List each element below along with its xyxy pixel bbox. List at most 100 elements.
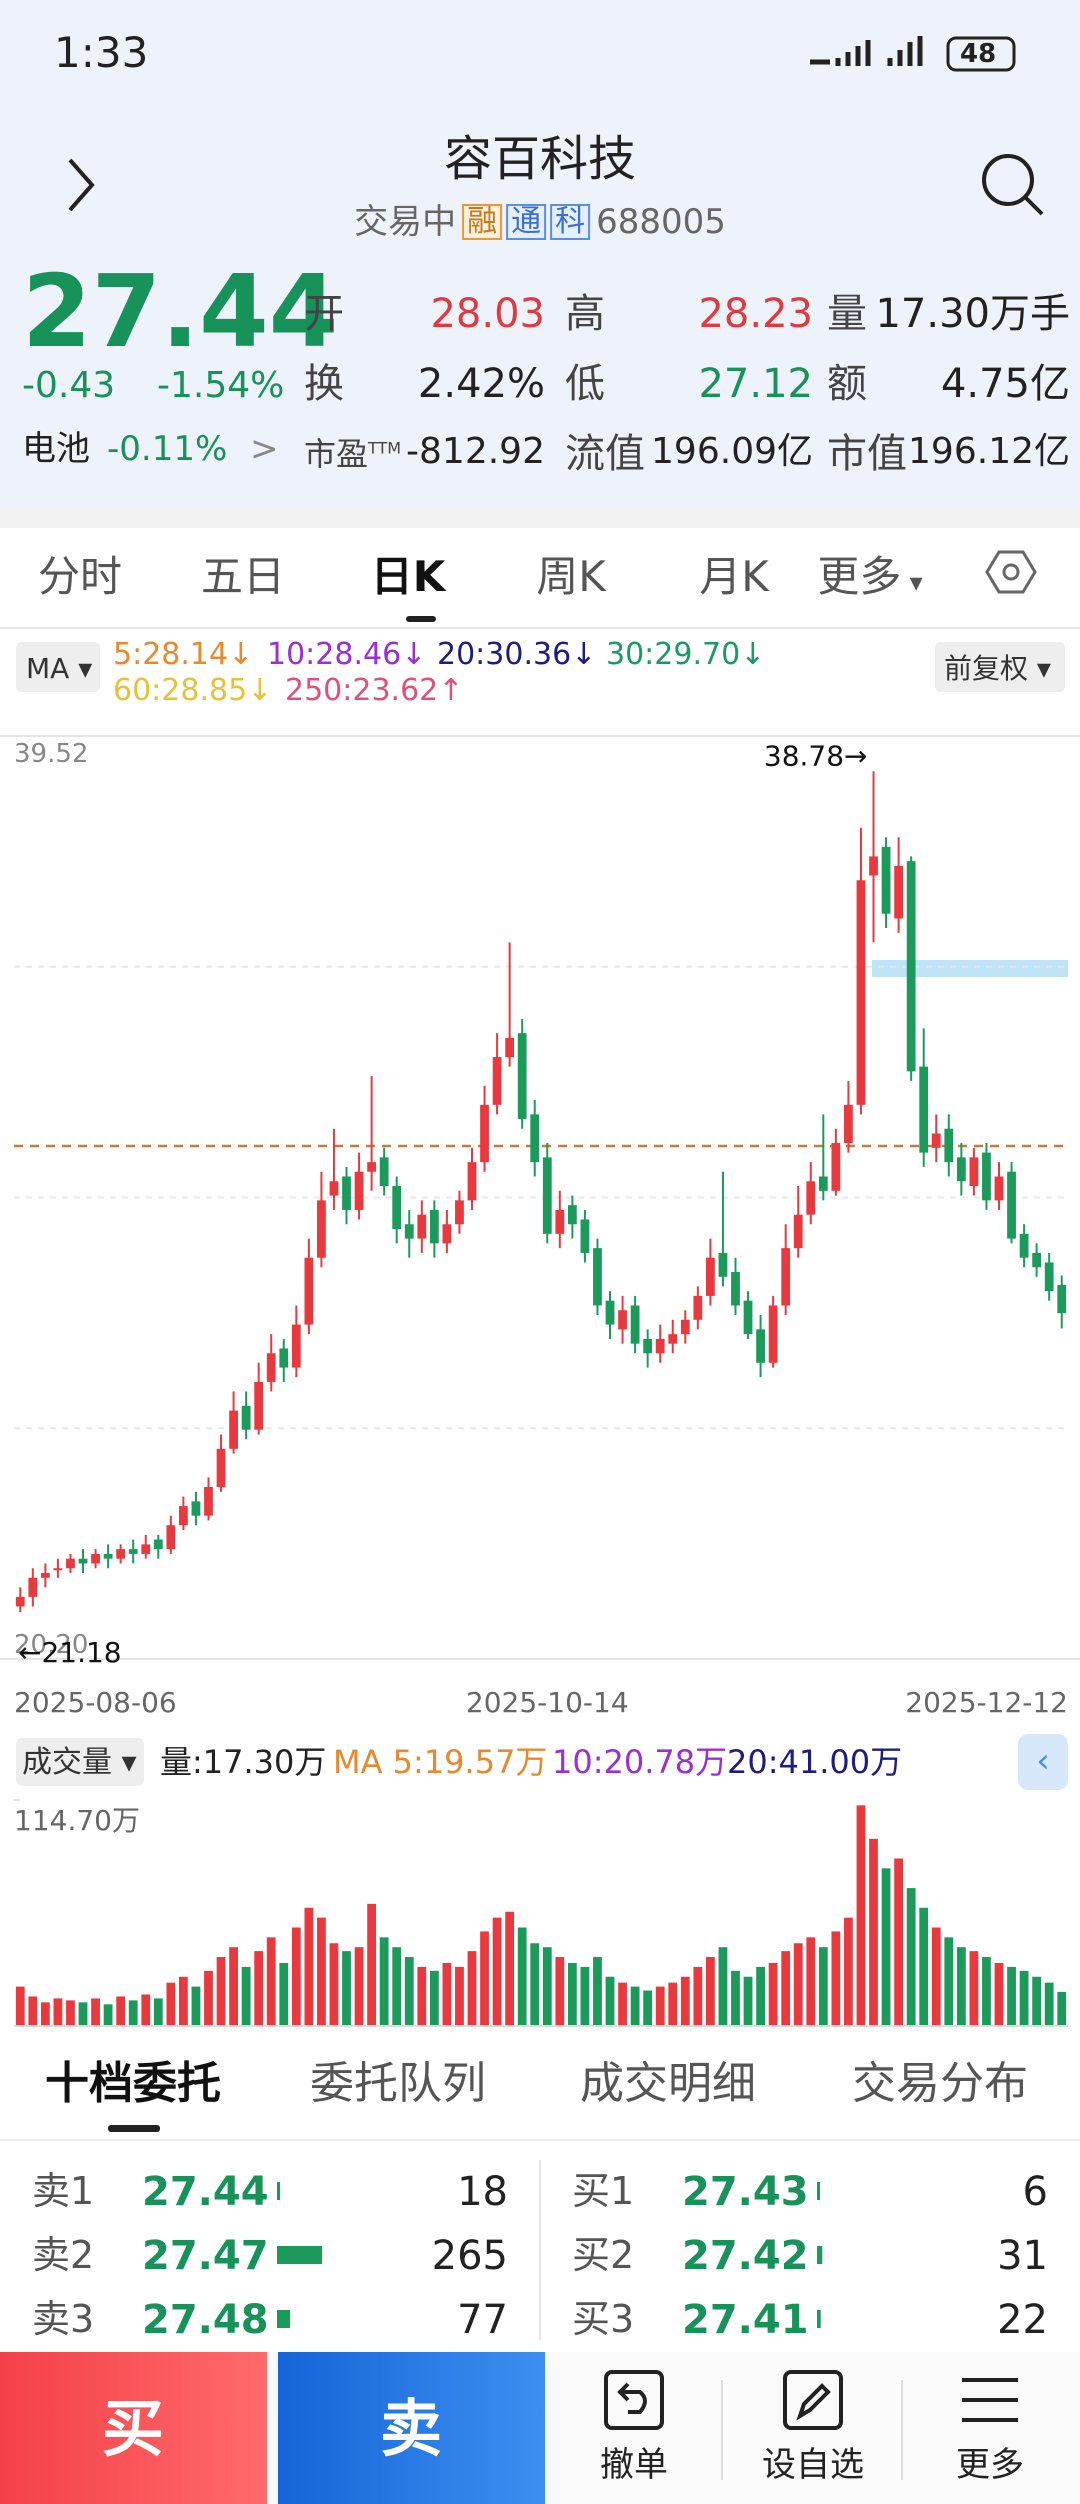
tab[interactable]: 月K (699, 552, 769, 601)
volume-bar (919, 1907, 929, 2026)
candle-body (818, 1176, 828, 1191)
volume-bar (994, 1962, 1004, 2026)
ma-button[interactable] (16, 642, 100, 692)
cancel-label[interactable]: 撤单 (600, 2445, 668, 2485)
candle-body (894, 865, 903, 919)
candle-body (605, 1300, 615, 1325)
volume-bar (906, 1888, 916, 2026)
ma-button-text: MA ▾ (26, 652, 93, 685)
volume-bar (956, 1947, 966, 2026)
price: 27.44 (22, 253, 339, 370)
candle-body (844, 1104, 853, 1144)
tab[interactable]: 分时 (37, 552, 123, 601)
adjust-text: 前复权 ▾ (944, 652, 1051, 685)
more-icon[interactable] (962, 2378, 1018, 2422)
volume-bar (417, 1966, 427, 2026)
candle-body (153, 1539, 163, 1550)
candle-body (806, 1181, 816, 1215)
candle-body (655, 1338, 665, 1354)
volume-bar (869, 1838, 878, 2026)
time: 1:33 (54, 28, 149, 77)
candle-body (994, 1176, 1004, 1201)
more-label[interactable]: 更多 (956, 2445, 1024, 2485)
tab[interactable]: 周K (536, 552, 606, 601)
order-bar (817, 2246, 823, 2264)
buy-button[interactable] (0, 2352, 267, 2504)
sector-pct: -0.11% (107, 429, 228, 469)
settings-icon[interactable] (985, 550, 1037, 594)
order-label: 买1 (572, 2169, 635, 2213)
candle-body (517, 1033, 527, 1120)
candle-body (793, 1214, 803, 1249)
volume-bar (643, 1990, 653, 2026)
volume-bar (241, 1966, 251, 2026)
detail-tab[interactable]: 交易分布 (852, 2058, 1028, 2109)
candle-body (580, 1219, 590, 1253)
order-bar (277, 2246, 323, 2264)
sell-button[interactable] (278, 2352, 545, 2504)
tab[interactable]: 日K (370, 552, 446, 601)
volume-bar (467, 1951, 477, 2026)
volume-bar (831, 1931, 841, 2026)
candle-body (505, 1037, 515, 1058)
header-bg (0, 0, 1080, 510)
volume-label: 成交量 (22, 1745, 112, 1780)
label: 高 (565, 291, 605, 337)
watch-icon[interactable] (783, 2370, 843, 2430)
adjust-button[interactable] (935, 642, 1065, 692)
sector-arrow[interactable]: > (250, 429, 279, 469)
volume-bar (1007, 1966, 1016, 2026)
candle-body (831, 1143, 841, 1191)
volume-bar (329, 1943, 339, 2026)
watch-icon (796, 2383, 831, 2421)
volume-bar (304, 1907, 314, 2026)
tab[interactable]: 五日 (200, 552, 286, 601)
order-price: 27.42 (682, 2233, 809, 2279)
x-tick-label: 2025-10-14 (466, 1686, 629, 1719)
detail-tab[interactable]: 十档委托 (45, 2058, 221, 2109)
buy-label[interactable]: 买 (101, 2392, 165, 2465)
detail-tab[interactable]: 成交明细 (580, 2058, 756, 2109)
collapse-button[interactable] (1018, 1734, 1068, 1790)
volume-bar (191, 1986, 201, 2026)
highlight-zone (872, 960, 1068, 977)
search-icon[interactable] (982, 154, 1034, 206)
volume-bar (354, 1947, 364, 2026)
volume-bar (806, 1937, 816, 2026)
y-tick-label: 39.52 (14, 739, 88, 769)
volume-bar (429, 1970, 439, 2026)
label: 流值 (565, 431, 645, 477)
candle-body (417, 1214, 427, 1239)
watch-label[interactable]: 设自选 (762, 2445, 864, 2485)
candle-body (216, 1448, 226, 1488)
volume-ma-item: MA 5:19.57万 (333, 1743, 548, 1781)
cancel-icon[interactable] (604, 2370, 664, 2430)
volume-bar (818, 1947, 828, 2026)
candle-body (304, 1257, 314, 1325)
order-qty: 22 (997, 2297, 1048, 2343)
sell-label[interactable]: 卖 (379, 2392, 443, 2465)
volume-bar (492, 1917, 502, 2026)
candle-body (291, 1324, 301, 1368)
sector[interactable]: 电池 (22, 429, 90, 469)
volume-bar (542, 1947, 552, 2026)
order-label: 卖3 (32, 2297, 95, 2341)
tab-indicator (108, 2125, 160, 2132)
candle-body (15, 1596, 25, 1607)
back-icon[interactable] (68, 158, 95, 212)
candle-body (392, 1186, 402, 1230)
candle-body (128, 1549, 138, 1554)
detail-tab[interactable]: 委托队列 (310, 2058, 486, 2109)
volume-bar (455, 1966, 464, 2026)
order-bar (277, 2182, 281, 2200)
order-price: 27.47 (142, 2233, 269, 2279)
tab[interactable]: 更多 ▾ (817, 552, 923, 601)
candle-body (179, 1506, 188, 1526)
volume-button[interactable] (16, 1738, 144, 1786)
stock-title: 容百科技 (443, 131, 637, 187)
volume-bar (743, 1976, 753, 2026)
candle-body (756, 1329, 765, 1363)
volume-bar (567, 1962, 577, 2026)
x-tick-label: 2025-08-06 (14, 1686, 177, 1719)
badge: 通 (506, 204, 547, 240)
